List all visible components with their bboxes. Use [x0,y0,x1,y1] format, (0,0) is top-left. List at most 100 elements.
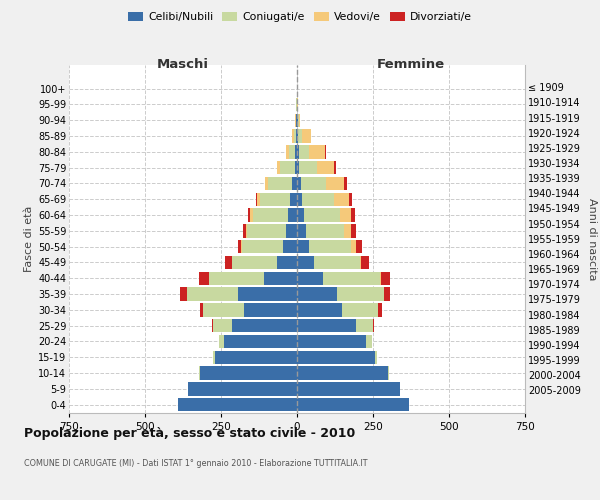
Bar [292,130,293,143]
Bar [263,272,297,285]
Bar [256,192,257,206]
Bar [297,350,376,364]
Bar [305,224,344,237]
Bar [225,256,232,269]
Bar [247,224,286,237]
Bar [200,366,297,380]
Bar [297,319,356,332]
Bar [344,177,347,190]
Text: COMUNE DI CARUGATE (MI) - Dati ISTAT 1° gennaio 2010 - Elaborazione TUTTITALIA.I: COMUNE DI CARUGATE (MI) - Dati ISTAT 1° … [24,459,367,468]
Bar [199,366,200,380]
Bar [297,382,400,396]
Bar [253,208,289,222]
Bar [349,192,352,206]
Bar [302,192,334,206]
Bar [297,303,342,316]
Bar [246,224,247,237]
Bar [356,319,373,332]
Bar [380,272,390,285]
Bar [309,240,351,254]
Bar [297,161,299,174]
Bar [297,192,302,206]
Bar [238,288,297,300]
Bar [293,130,296,143]
Bar [218,334,224,348]
Bar [299,114,300,127]
Bar [388,366,389,380]
Bar [214,350,215,364]
Bar [187,288,238,300]
Y-axis label: Anni di nascita: Anni di nascita [587,198,598,280]
Bar [290,192,297,206]
Bar [337,288,383,300]
Bar [283,240,297,254]
Bar [297,256,314,269]
Bar [360,256,361,269]
Bar [340,208,351,222]
Bar [299,161,317,174]
Bar [342,303,379,316]
Bar [325,145,326,158]
Legend: Celibi/Nubili, Coniugati/e, Vedovi/e, Divorziati/e: Celibi/Nubili, Coniugati/e, Vedovi/e, Di… [124,8,476,27]
Bar [214,319,232,332]
Bar [200,303,203,316]
Bar [351,208,355,222]
Bar [297,114,298,127]
Bar [379,303,382,316]
Bar [242,240,283,254]
Bar [178,398,297,411]
Bar [298,130,302,143]
Text: Popolazione per età, sesso e stato civile - 2010: Popolazione per età, sesso e stato civil… [24,428,355,440]
Bar [373,319,374,332]
Bar [268,177,292,190]
Bar [224,334,297,348]
Bar [297,366,388,380]
Bar [248,208,250,222]
Bar [314,256,360,269]
Bar [243,224,246,237]
Bar [376,350,377,364]
Bar [289,145,295,158]
Bar [289,208,297,222]
Bar [297,130,298,143]
Bar [344,224,351,237]
Bar [298,114,299,127]
Bar [277,161,280,174]
Bar [296,114,297,127]
Bar [286,224,297,237]
Bar [241,240,242,254]
Bar [277,256,297,269]
Bar [297,224,305,237]
Bar [215,350,297,364]
Bar [257,192,260,206]
Bar [295,161,297,174]
Bar [297,240,309,254]
Bar [238,240,241,254]
Bar [323,272,380,285]
Bar [292,177,297,190]
Bar [304,208,340,222]
Bar [301,177,326,190]
Bar [297,177,301,190]
Bar [297,272,323,285]
Bar [317,161,334,174]
Bar [326,177,344,190]
Bar [265,177,268,190]
Bar [199,272,209,285]
Bar [212,319,214,332]
Bar [351,224,356,237]
Bar [295,145,297,158]
Bar [188,382,297,396]
Bar [286,145,289,158]
Bar [367,334,372,348]
Text: Femmine: Femmine [377,58,445,70]
Bar [232,319,297,332]
Bar [250,208,253,222]
Bar [309,145,325,158]
Bar [297,145,299,158]
Bar [297,398,409,411]
Bar [297,208,304,222]
Bar [356,240,362,254]
Bar [296,130,297,143]
Bar [232,256,277,269]
